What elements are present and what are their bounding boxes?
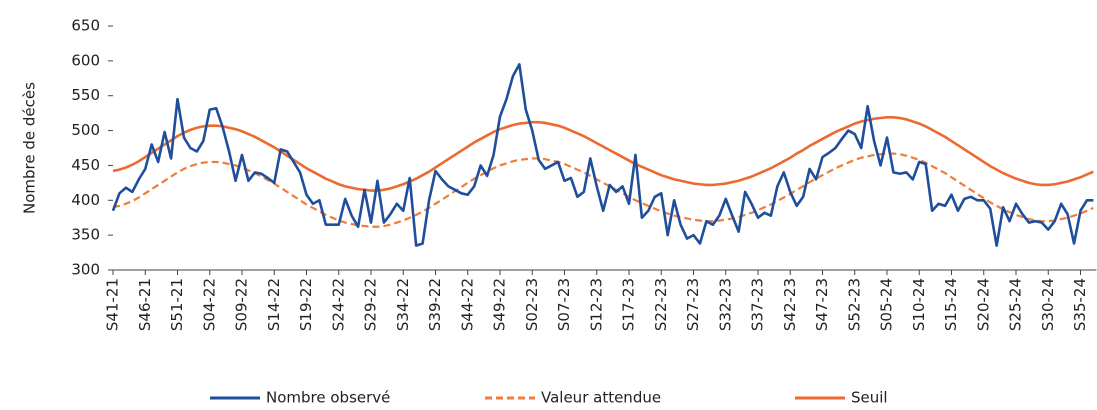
x-tick-label: S37-23 <box>749 278 767 331</box>
x-tick-label: S09-22 <box>233 278 251 331</box>
x-tick-label: S24-22 <box>329 278 347 331</box>
x-tick-label: S42-23 <box>781 278 799 331</box>
x-tick-label: S25-24 <box>1007 278 1025 331</box>
legend-label: Seuil <box>851 389 888 407</box>
x-tick-label: S02-23 <box>523 278 541 331</box>
x-tick-label: S44-22 <box>458 278 476 331</box>
series-line <box>112 152 1094 228</box>
x-tick-label: S34-22 <box>394 278 412 331</box>
x-tick-label: S12-23 <box>587 278 605 331</box>
y-axis-title: Nombre de décès <box>21 82 39 214</box>
x-tick-label: S05-24 <box>878 278 896 331</box>
series-line <box>112 116 1094 192</box>
y-tick-label: 300 <box>71 261 100 279</box>
x-tick-label: S39-22 <box>426 278 444 331</box>
y-tick-label: 600 <box>71 51 100 69</box>
y-tick-label: 650 <box>71 17 100 35</box>
x-tick-label: S20-24 <box>974 278 992 331</box>
x-tick-label: S10-24 <box>910 278 928 331</box>
x-tick-label: S47-23 <box>813 278 831 331</box>
x-tick-label: S22-23 <box>652 278 670 331</box>
y-tick-label: 400 <box>71 191 100 209</box>
x-tick-label: S15-24 <box>942 278 960 331</box>
x-tick-label: S17-23 <box>620 278 638 331</box>
x-tick-label: S14-22 <box>265 278 283 331</box>
x-tick-label: S35-24 <box>1071 278 1089 331</box>
y-tick-label: 550 <box>71 86 100 104</box>
y-tick-label: 500 <box>71 121 100 139</box>
x-tick-label: S29-22 <box>362 278 380 331</box>
legend-label: Nombre observé <box>266 389 390 407</box>
x-tick-label: S32-23 <box>716 278 734 331</box>
x-tick-label: S41-21 <box>104 278 122 331</box>
x-tick-label: S07-23 <box>555 278 573 331</box>
x-tick-label: S51-21 <box>168 278 186 331</box>
x-tick-label: S46-21 <box>136 278 154 331</box>
y-tick-label: 350 <box>71 226 100 244</box>
legend-label: Valeur attendue <box>541 389 661 407</box>
y-tick-label: 450 <box>71 156 100 174</box>
x-tick-label: S52-23 <box>845 278 863 331</box>
x-tick-label: S27-23 <box>684 278 702 331</box>
series-line <box>111 63 1094 247</box>
x-tick-label: S19-22 <box>297 278 315 331</box>
x-tick-label: S04-22 <box>200 278 218 331</box>
x-tick-label: S49-22 <box>491 278 509 331</box>
x-tick-label: S30-24 <box>1039 278 1057 331</box>
